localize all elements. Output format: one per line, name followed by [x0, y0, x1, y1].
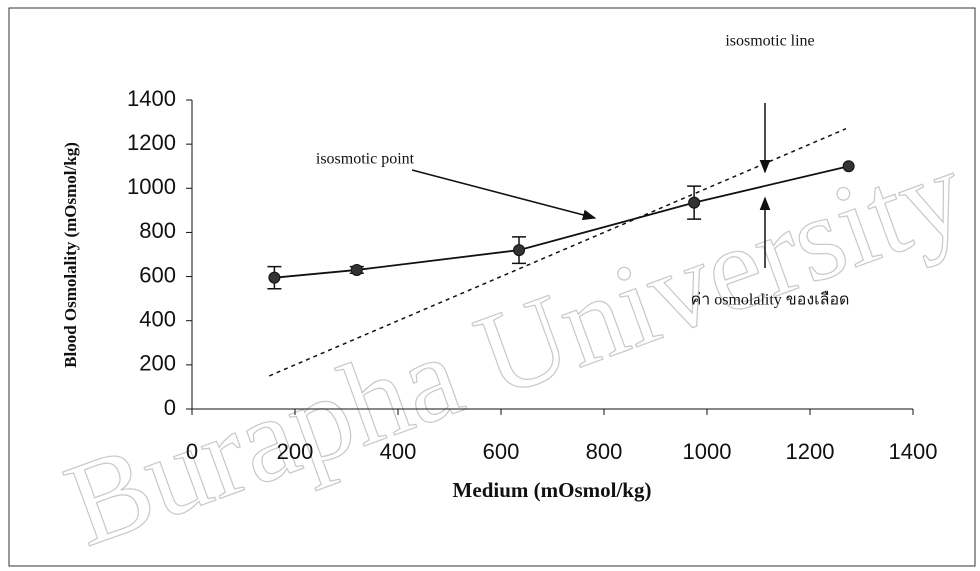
point	[350, 263, 363, 276]
point	[842, 160, 855, 173]
watermark: Burapha University	[50, 124, 980, 571]
y-tick-label: 1200	[127, 130, 176, 155]
annotation: isosmotic point	[316, 151, 415, 168]
line	[268, 128, 847, 377]
arrow	[411, 169, 597, 221]
point	[688, 196, 701, 209]
x-tick-label: 1400	[889, 439, 938, 464]
y-tick-label: 600	[139, 262, 176, 287]
y-tick-label: 1400	[127, 86, 176, 111]
x-axis-label: Medium (mOsmol/kg)	[453, 478, 652, 502]
y-tick-label: 0	[164, 395, 176, 420]
annotation: isosmotic line	[725, 33, 814, 50]
y-tick-label: 200	[139, 351, 176, 376]
x-tick-label: 1200	[786, 439, 835, 464]
frame	[8, 7, 976, 567]
y-axis-label: Blood Osmolality (mOsmol/kg)	[61, 142, 80, 368]
x-tick-label: 600	[483, 439, 520, 464]
y-tick-label: 800	[139, 218, 176, 243]
x-tick-label: 200	[277, 439, 314, 464]
x-tick-label: 800	[586, 439, 623, 464]
y-tick-label: 1000	[127, 174, 176, 199]
x-tick-label: 400	[380, 439, 417, 464]
x-tick-label: 0	[186, 439, 198, 464]
point	[268, 271, 281, 284]
annotation: ค่า osmolality ของเลือด	[691, 291, 850, 309]
point	[513, 244, 526, 257]
y-tick-label: 400	[139, 307, 176, 332]
x-tick-label: 1000	[683, 439, 732, 464]
